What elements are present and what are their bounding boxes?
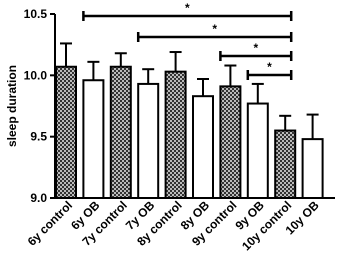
bar <box>109 65 132 199</box>
bar <box>82 79 105 199</box>
significance-label: * <box>267 60 272 74</box>
bar <box>164 70 187 199</box>
bar <box>219 85 242 199</box>
bar <box>301 138 324 199</box>
significance-label: * <box>185 1 190 15</box>
significance-label: * <box>212 22 217 36</box>
y-tick-label: 9.0 <box>30 191 47 205</box>
y-tick-label: 10.5 <box>24 7 48 21</box>
y-tick-label: 9.5 <box>30 130 47 144</box>
bar <box>192 95 214 199</box>
bar <box>55 65 77 199</box>
y-tick-label: 10.0 <box>24 68 48 82</box>
significance-label: * <box>253 41 258 55</box>
bar <box>246 102 269 199</box>
bar <box>274 129 297 200</box>
bar <box>137 82 160 199</box>
y-axis-label: sleep duration <box>5 65 19 147</box>
